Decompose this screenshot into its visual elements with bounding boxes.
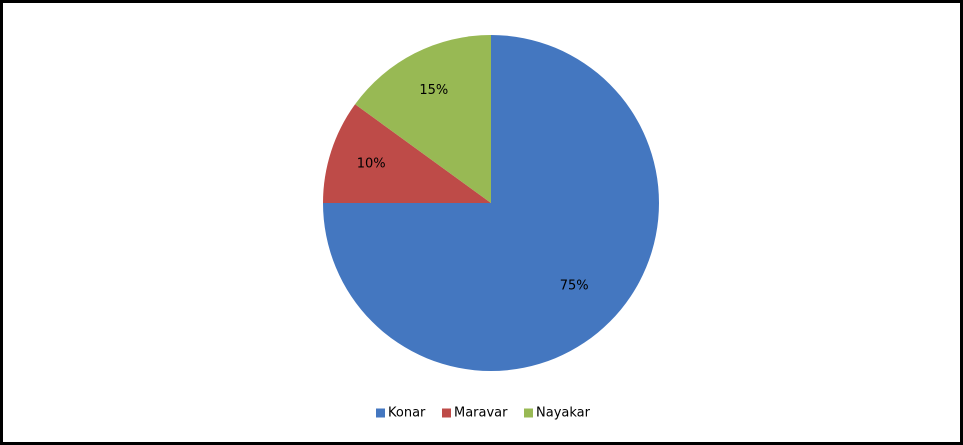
pie-slice <box>323 104 491 203</box>
legend-swatch <box>524 408 533 418</box>
legend-swatch <box>442 408 451 418</box>
legend-swatch <box>376 408 385 418</box>
legend-label: Konar <box>388 406 426 421</box>
data-label: 15% <box>419 83 448 98</box>
data-label: 10% <box>357 157 386 172</box>
legend-label: Maravar <box>454 406 508 421</box>
pie-slice <box>355 34 491 203</box>
legend-label: Nayakar <box>536 406 591 421</box>
data-label: 75% <box>560 279 589 294</box>
